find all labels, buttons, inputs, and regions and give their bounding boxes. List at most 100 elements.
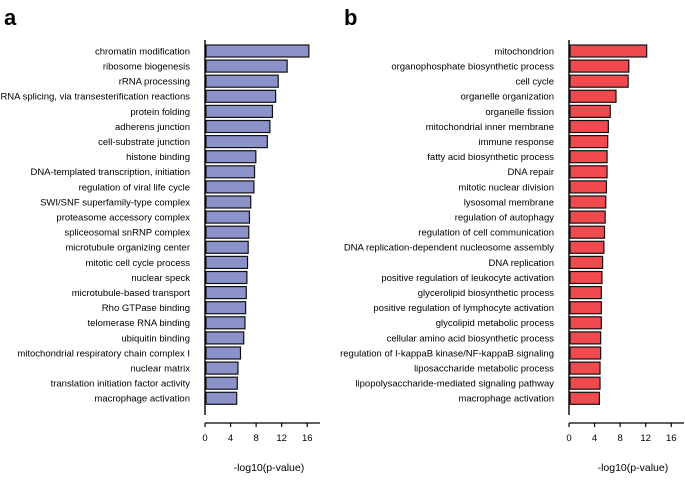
bar-b-10	[569, 195, 607, 209]
category-label-b-10: lysosomal membrane	[464, 197, 554, 208]
category-label-b-20: regulation of I-kappaB kinase/NF-kappaB …	[340, 348, 554, 359]
bar-b-12	[569, 225, 606, 239]
bar-b-18	[569, 316, 602, 330]
category-label-b-18: glycolipid metabolic process	[436, 318, 555, 329]
category-label-a-0: chromatin modification	[95, 46, 190, 57]
bar-b-5	[569, 119, 609, 134]
category-label-a-19: ubiquitin binding	[121, 333, 190, 344]
x-axis-title-a: -log10(p-value)	[234, 462, 305, 474]
bar-a-22	[205, 376, 238, 390]
bar-b-2	[569, 74, 629, 88]
category-label-a-1: ribosome biogenesis	[103, 62, 190, 73]
bar-b-4	[569, 104, 611, 119]
category-label-a-17: Rho GTPase binding	[102, 303, 190, 314]
category-label-b-21: liposaccharide metabolic process	[414, 364, 554, 375]
x-tick-label-b-1: 4	[592, 433, 597, 444]
bar-a-15	[205, 270, 248, 285]
category-label-a-18: telomerase RNA binding	[88, 318, 190, 329]
category-label-b-16: glycerolipid biosynthetic process	[418, 288, 554, 299]
category-label-b-12: regulation of cell communication	[418, 228, 554, 239]
category-label-a-14: mitotic cell cycle process	[85, 258, 190, 269]
category-label-b-5: mitochondrial inner membrane	[426, 122, 554, 133]
category-label-b-7: fatty acid biosynthetic process	[427, 152, 554, 163]
category-label-b-3: organelle organization	[461, 92, 554, 103]
bar-b-17	[569, 301, 602, 315]
bar-b-13	[569, 240, 605, 254]
bar-a-6	[205, 135, 268, 149]
bar-a-17	[205, 301, 247, 315]
bar-b-1	[569, 59, 630, 73]
bar-b-6	[569, 135, 609, 149]
category-label-a-8: DNA-templated transcription, initiation	[31, 167, 190, 178]
bar-a-3	[205, 89, 277, 103]
category-label-b-11: regulation of autophagy	[455, 213, 555, 224]
bar-a-10	[205, 195, 252, 209]
panel-a-letter: a	[4, 5, 17, 30]
category-label-a-23: macrophage activation	[94, 394, 190, 405]
category-label-a-4: protein folding	[130, 107, 190, 118]
x-tick-label-a-2: 8	[253, 433, 258, 444]
bar-b-20	[569, 346, 602, 360]
category-label-b-17: positive regulation of lymphocyte activa…	[373, 303, 554, 314]
bar-b-23	[569, 391, 600, 405]
bar-a-0	[205, 44, 310, 58]
bar-b-15	[569, 270, 603, 285]
panel-b-chart: b mitochondrion organophosphate biosynthe…	[340, 5, 685, 474]
x-tick-label-b-3: 12	[640, 433, 651, 444]
category-label-a-15: nuclear speck	[131, 273, 190, 284]
category-label-a-12: spliceosomal snRNP complex	[65, 228, 191, 239]
bar-b-16	[569, 286, 602, 300]
category-label-b-13: DNA replication-dependent nucleosome ass…	[344, 243, 554, 254]
bar-b-0	[569, 44, 648, 58]
category-label-b-14: DNA replication	[489, 258, 554, 269]
bar-b-8	[569, 165, 608, 179]
category-label-a-9: regulation of viral life cycle	[79, 182, 190, 193]
x-tick-label-a-3: 12	[276, 433, 287, 444]
bar-a-1	[205, 59, 288, 73]
bar-a-23	[205, 391, 238, 405]
category-label-a-20: mitochondrial respiratory chain complex …	[17, 348, 190, 359]
category-label-a-10: SWI/SNF superfamily-type complex	[40, 197, 190, 208]
panel-b-letter: b	[344, 5, 357, 30]
category-label-a-16: microtubule-based transport	[72, 288, 191, 299]
bar-a-12	[205, 225, 250, 239]
x-tick-label-b-4: 16	[666, 433, 677, 444]
category-label-b-9: mitotic nuclear division	[458, 182, 554, 193]
bar-a-19	[205, 331, 245, 345]
category-label-b-2: cell cycle	[515, 77, 554, 88]
x-tick-label-b-2: 8	[617, 433, 622, 444]
category-label-a-6: cell-substrate junction	[98, 137, 190, 148]
bar-b-21	[569, 361, 601, 375]
category-label-b-22: lipopolysaccharide-mediated signaling pa…	[355, 379, 554, 390]
bar-a-2	[205, 74, 279, 88]
bar-a-4	[205, 104, 274, 119]
bar-a-5	[205, 119, 271, 134]
x-tick-label-b-0: 0	[566, 433, 571, 444]
category-label-b-15: positive regulation of leukocyte activat…	[381, 273, 554, 284]
bar-a-9	[205, 180, 255, 194]
bar-b-14	[569, 255, 604, 269]
category-label-a-5: adherens junction	[115, 122, 190, 133]
panel-a-chart: a chromatin modification ribosome biogene…	[0, 5, 321, 474]
bar-b-19	[569, 331, 602, 345]
category-label-a-22: translation initiation factor activity	[51, 379, 191, 390]
bar-b-11	[569, 210, 606, 224]
category-label-b-4: organelle fission	[485, 107, 554, 118]
category-label-a-3: RNA splicing, via transesterification re…	[0, 92, 190, 103]
category-label-b-8: DNA repair	[508, 167, 554, 178]
x-tick-label-a-4: 16	[302, 433, 313, 444]
bar-b-9	[569, 180, 608, 194]
bar-a-21	[205, 361, 239, 375]
bar-a-20	[205, 346, 242, 360]
x-tick-label-a-1: 4	[228, 433, 233, 444]
bar-a-14	[205, 255, 249, 269]
category-label-a-13: microtubule organizing center	[65, 243, 190, 254]
bar-b-7	[569, 150, 608, 164]
x-tick-label-a-0: 0	[202, 433, 207, 444]
bar-a-18	[205, 316, 246, 330]
bar-a-13	[205, 240, 249, 254]
bar-a-8	[205, 165, 256, 179]
category-label-b-23: macrophage activation	[458, 394, 554, 405]
category-label-b-19: cellular amino acid biosynthetic process	[387, 333, 555, 344]
